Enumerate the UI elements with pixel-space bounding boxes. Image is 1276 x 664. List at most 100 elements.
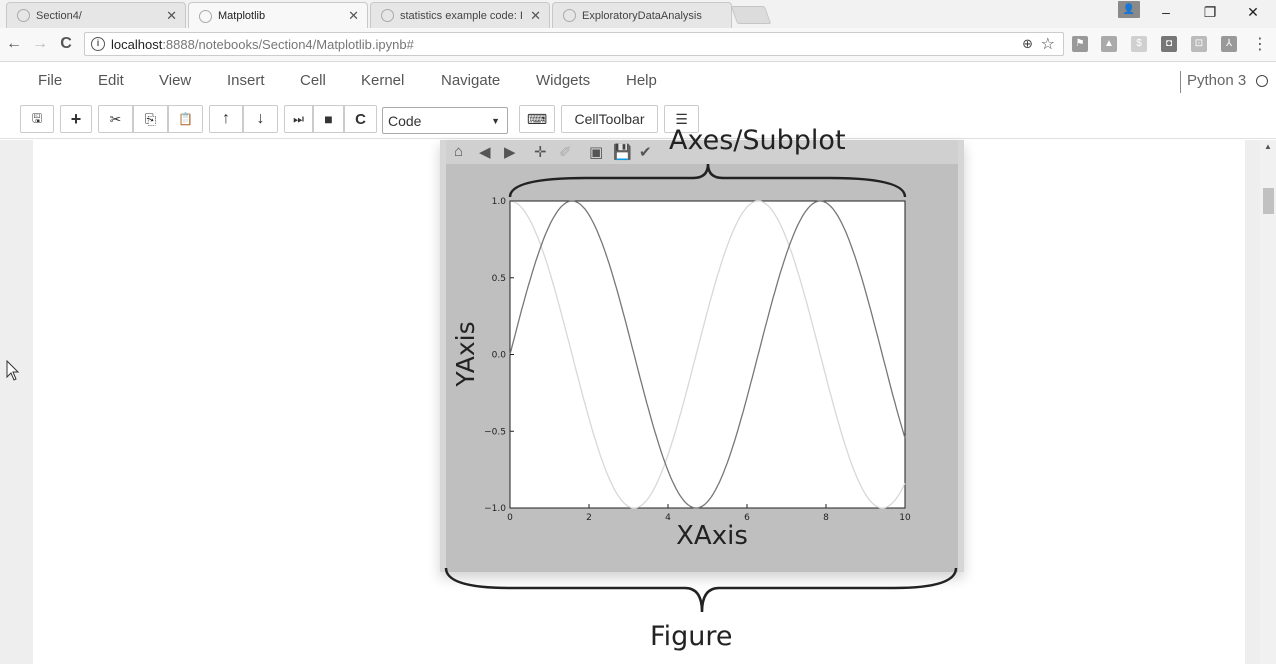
extension-icon[interactable]: ⚑ [1072, 36, 1088, 52]
checkmark-icon[interactable]: ✔ [639, 144, 652, 161]
stop-icon: ■ [324, 111, 333, 127]
y-tick-label: 1.0 [492, 197, 507, 207]
axes-subplot-annotation: Axes/Subplot [669, 125, 846, 156]
series-line-cos [509, 200, 906, 509]
loading-icon [563, 9, 576, 22]
scrollbar-thumb[interactable] [1263, 188, 1274, 214]
scrollbar[interactable] [1260, 140, 1276, 664]
notebook-toolbar: 🖫 + ✂ ⎘ 📋 ↑ ↓ ⏭ ■ C Code ▼ ⌨ CellToolbar… [0, 101, 1276, 139]
browser-tab-exploratory[interactable]: ExploratoryDataAnalysis [552, 2, 732, 28]
tab-close-icon[interactable]: ✕ [530, 7, 541, 23]
extension-drive-icon[interactable]: ▲ [1101, 36, 1117, 52]
menu-help[interactable]: Help [626, 72, 657, 89]
x-tick-label: 4 [665, 513, 671, 523]
paste-icon: 📋 [178, 112, 193, 126]
menu-navigate[interactable]: Navigate [441, 72, 501, 89]
copy-button[interactable]: ⎘ [133, 105, 168, 133]
tab-title: Matplotlib [218, 10, 266, 22]
tab-title: Section4/ [36, 9, 82, 22]
menu-insert[interactable]: Insert [227, 72, 265, 89]
menu-view[interactable]: View [159, 72, 192, 89]
save-figure-icon[interactable]: 💾 [613, 144, 632, 161]
profile-icon[interactable]: 👤 [1118, 1, 1140, 18]
home-icon[interactable]: ⌂ [454, 143, 464, 160]
figure-annotation: Figure [650, 621, 733, 652]
figure-brace-svg [444, 567, 958, 613]
y-tick-label: 0.0 [492, 351, 507, 361]
back-icon[interactable]: ◀ [479, 144, 491, 161]
move-down-button[interactable]: ↓ [243, 105, 278, 133]
info-icon[interactable]: i [91, 37, 105, 51]
arrow-up-icon: ↑ [222, 110, 230, 127]
kernel-separator [1180, 71, 1181, 93]
x-tick-label: 6 [744, 513, 750, 523]
cell-type-select[interactable]: Code ▼ [382, 107, 508, 134]
forward-icon[interactable]: ▶ [504, 144, 516, 161]
tab-close-icon[interactable]: ✕ [166, 7, 177, 23]
address-bar[interactable]: i localhost:8888/notebooks/Section4/Matp… [84, 32, 1064, 56]
y-axis-label: YAxis [451, 321, 480, 387]
list-button[interactable]: ☰ [664, 105, 699, 133]
menu-widgets[interactable]: Widgets [536, 72, 591, 89]
search-icon [381, 9, 394, 22]
back-button[interactable]: ← [6, 35, 22, 52]
restart-kernel-button[interactable]: C [344, 105, 377, 133]
y-tick-label: −1.0 [484, 504, 506, 514]
xtick-layer: 0 2 4 6 8 10 [507, 504, 911, 523]
insert-cell-button[interactable]: + [60, 105, 92, 133]
restart-icon: C [355, 110, 366, 128]
celltoolbar-button[interactable]: CellToolbar [561, 105, 658, 133]
y-tick-label: 0.5 [492, 274, 506, 284]
browser-menu-icon[interactable]: ⋮ [1252, 36, 1268, 53]
ytick-layer: 1.0 0.5 0.0 −0.5 −1.0 [484, 197, 514, 514]
scroll-up-icon[interactable]: ▲ [1264, 142, 1272, 151]
minimize-button[interactable]: – [1162, 4, 1170, 20]
browser-tab-section4[interactable]: Section4/ ✕ [6, 2, 186, 28]
command-palette-keyboard-button[interactable]: ⌨ [519, 105, 555, 133]
interrupt-kernel-button[interactable]: ■ [313, 105, 344, 133]
y-tick-label: −0.5 [484, 427, 506, 437]
extension-icon[interactable]: ⊡ [1191, 36, 1207, 52]
list-icon: ☰ [675, 110, 688, 127]
extension-icon[interactable]: ⅄ [1221, 36, 1237, 52]
loading-icon [17, 9, 30, 22]
menu-edit[interactable]: Edit [98, 72, 124, 89]
zoom-icon[interactable]: ⊕ [1022, 36, 1033, 51]
restore-button[interactable]: ❐ [1203, 4, 1217, 20]
x-tick-label: 10 [899, 513, 911, 523]
x-tick-label: 8 [823, 513, 829, 523]
cell-type-value: Code [388, 113, 422, 129]
celltoolbar-label: CellToolbar [574, 111, 645, 127]
cut-button[interactable]: ✂ [98, 105, 133, 133]
save-button[interactable]: 🖫 [20, 105, 54, 133]
close-window-button[interactable]: ✕ [1247, 4, 1259, 20]
menu-file[interactable]: File [38, 72, 63, 89]
run-cell-button[interactable]: ⏭ [284, 105, 313, 133]
reload-button[interactable]: C [60, 35, 72, 52]
paste-button[interactable]: 📋 [168, 105, 203, 133]
x-tick-label: 2 [586, 513, 592, 523]
extension-icon[interactable]: $ [1131, 36, 1147, 52]
browser-tab-strip: Section4/ ✕ Matplotlib ✕ statistics exam… [0, 0, 1276, 29]
scissors-icon: ✂ [109, 110, 122, 127]
x-axis-label: XAxis [676, 521, 748, 551]
extension-icon[interactable]: ◘ [1161, 36, 1177, 52]
bookmark-star-icon[interactable]: ☆ [1040, 36, 1055, 53]
keyboard-icon: ⌨ [526, 110, 548, 127]
menu-kernel[interactable]: Kernel [361, 72, 405, 89]
mouse-cursor-icon [6, 360, 20, 381]
tab-close-icon[interactable]: ✕ [348, 8, 359, 23]
new-tab-button[interactable] [730, 6, 772, 24]
move-up-button[interactable]: ↑ [209, 105, 243, 133]
figure-toolbar [446, 140, 958, 164]
address-url[interactable]: localhost:8888/notebooks/Section4/Matplo… [111, 37, 414, 52]
browser-tab-statistics[interactable]: statistics example code: I ✕ [370, 2, 550, 28]
forward-button[interactable]: → [32, 35, 48, 52]
pan-icon[interactable]: ✛ [534, 144, 547, 161]
subplots-icon[interactable]: ▣ [589, 144, 604, 161]
menu-cell[interactable]: Cell [300, 72, 326, 89]
zoom-rect-icon[interactable]: ✐ [559, 144, 572, 161]
browser-tab-matplotlib[interactable]: Matplotlib ✕ [188, 2, 368, 29]
figure-svg: 1.0 0.5 0.0 −0.5 −1.0 0 2 4 6 8 10 YAxis XAxis [451, 164, 911, 551]
kernel-idle-icon [1256, 75, 1268, 87]
